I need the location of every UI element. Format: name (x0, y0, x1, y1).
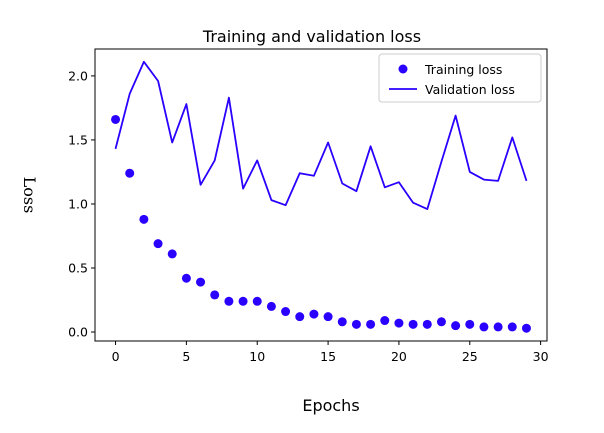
training-loss-point (351, 319, 361, 329)
training-loss-point (153, 239, 163, 249)
y-tick-label: 0.0 (68, 325, 88, 340)
training-loss-point (266, 301, 276, 311)
validation-loss-line (114, 60, 528, 211)
training-loss-point (139, 214, 149, 224)
training-loss-point (125, 168, 135, 178)
training-loss-point (408, 319, 418, 329)
x-tick-label: 0 (112, 349, 120, 364)
training-loss-point (479, 322, 489, 332)
legend: Training loss Validation loss (378, 53, 542, 103)
training-loss-point (507, 322, 517, 332)
training-loss-point (380, 316, 390, 326)
x-tick-label: 30 (533, 349, 549, 364)
y-tick-label: 0.5 (68, 261, 88, 276)
x-tick-label: 20 (391, 349, 407, 364)
y-axis-ticks: 0.0 0.5 1.0 1.5 2.0 (68, 68, 95, 340)
training-loss-point (323, 312, 333, 322)
x-axis-label: Epochs (302, 396, 359, 415)
legend-marker-training (398, 64, 408, 74)
training-loss-point (422, 319, 432, 329)
x-tick-label: 10 (249, 349, 265, 364)
x-tick-label: 15 (320, 349, 336, 364)
y-tick-label: 1.0 (68, 196, 88, 211)
y-tick-label: 1.5 (68, 132, 88, 147)
training-loss-point (493, 322, 503, 332)
training-loss-point (167, 249, 177, 259)
training-loss-point (309, 309, 319, 319)
training-loss-point (521, 323, 531, 333)
x-tick-label: 25 (462, 349, 478, 364)
training-loss-point (181, 273, 191, 283)
training-loss-point (436, 317, 446, 327)
y-axis-label: Loss (20, 177, 39, 214)
training-loss-point (465, 319, 475, 329)
training-loss-series (111, 114, 531, 333)
chart-title: Training and validation loss (202, 27, 421, 46)
training-loss-point (295, 312, 305, 322)
legend-label-training: Training loss (424, 62, 502, 77)
training-loss-point (210, 290, 220, 300)
training-loss-point (196, 277, 206, 287)
legend-label-validation: Validation loss (425, 82, 515, 97)
plot-area-frame (94, 48, 548, 342)
training-loss-point (366, 319, 376, 329)
training-loss-point (252, 296, 262, 306)
training-loss-point (337, 317, 347, 327)
legend-box (378, 53, 542, 103)
training-loss-point (394, 318, 404, 328)
training-loss-point (224, 296, 234, 306)
y-tick-label: 2.0 (68, 68, 88, 83)
training-loss-point (238, 296, 248, 306)
training-loss-point (451, 321, 461, 331)
training-loss-point (111, 114, 121, 124)
x-tick-label: 5 (182, 349, 190, 364)
x-axis-ticks: 0 5 10 15 20 25 30 (112, 341, 549, 364)
validation-loss-series (114, 60, 528, 211)
training-loss-point (281, 307, 291, 317)
